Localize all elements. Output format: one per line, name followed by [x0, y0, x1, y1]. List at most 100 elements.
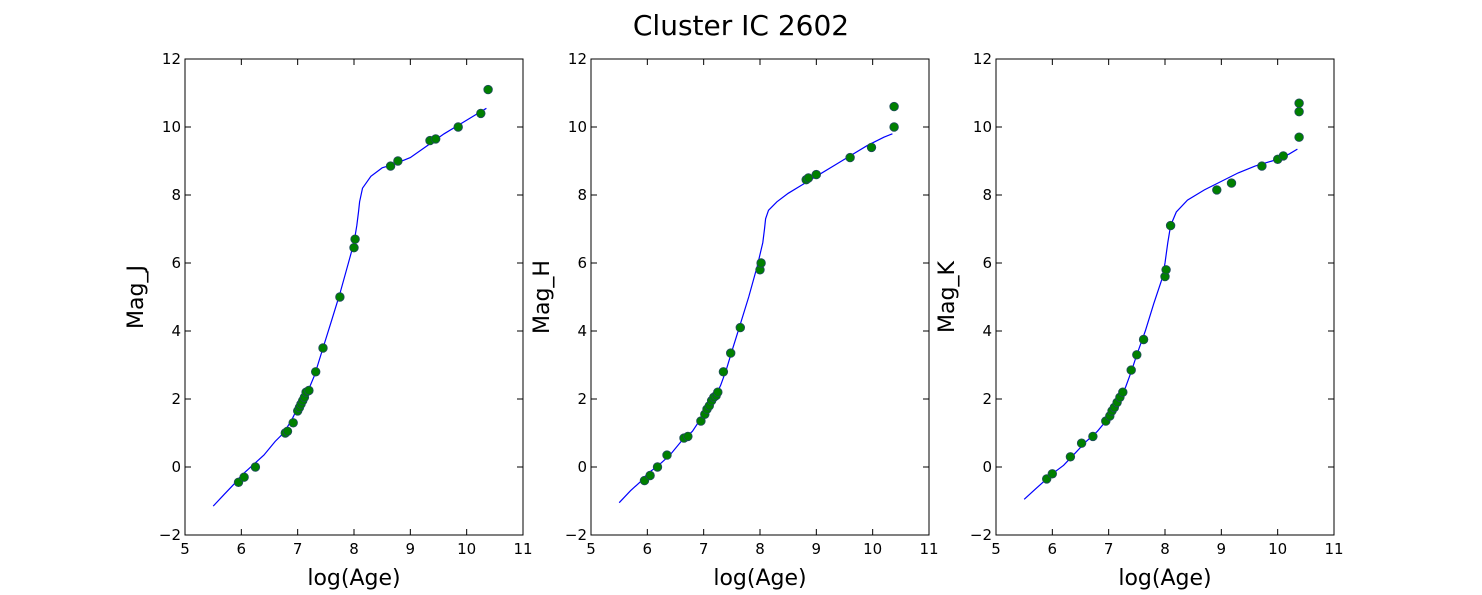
- data-point: [1212, 185, 1222, 195]
- data-point: [1126, 365, 1136, 375]
- x-tick-label: 11: [1324, 540, 1343, 558]
- data-point: [652, 462, 663, 472]
- x-tick-label: 7: [1104, 540, 1114, 558]
- y-tick-label: −2: [159, 526, 181, 544]
- data-point: [1257, 161, 1267, 171]
- data-point: [713, 387, 723, 397]
- y-tick-label: 2: [982, 390, 992, 408]
- y-tick-label: 8: [171, 186, 181, 204]
- data-point: [726, 348, 736, 358]
- data-point: [1047, 469, 1058, 479]
- x-axis-label: log(Age): [307, 566, 400, 591]
- data-point: [889, 122, 899, 132]
- data-point: [239, 472, 249, 482]
- x-tick-label: 5: [180, 540, 190, 558]
- data-point: [349, 242, 359, 253]
- x-tick-label: 10: [863, 540, 882, 558]
- y-tick-label: 2: [577, 390, 587, 408]
- data-point: [311, 367, 321, 377]
- data-point: [335, 292, 345, 302]
- y-tick-label: 10: [568, 118, 587, 136]
- y-tick-label: 0: [982, 458, 992, 476]
- data-point: [1138, 334, 1149, 345]
- x-tick-label: 8: [755, 540, 765, 558]
- data-point: [1294, 132, 1304, 142]
- x-tick-label: 6: [1048, 540, 1058, 558]
- y-tick-label: 12: [973, 50, 992, 68]
- data-point: [662, 450, 672, 460]
- subplots: 5 6 7 8 9 10 11 −2 0 2 4 6 8 10 12 log(Age) Mag_J 5 6 7 8 9 10…: [124, 50, 1344, 591]
- data-point: [718, 367, 729, 377]
- y-tick-label: 10: [162, 118, 181, 136]
- y-axis-label: Mag_J: [124, 265, 149, 329]
- y-tick-label: 4: [982, 322, 992, 340]
- data-point: [735, 322, 746, 333]
- data-point: [866, 142, 877, 153]
- x-tick-label: 7: [293, 540, 303, 558]
- y-tick-label: 0: [577, 458, 587, 476]
- data-point: [318, 343, 328, 353]
- x-tick-label: 9: [406, 540, 416, 558]
- y-tick-label: 10: [973, 118, 992, 136]
- data-point: [476, 108, 486, 119]
- x-tick-label: 6: [237, 540, 247, 558]
- x-tick-label: 7: [699, 540, 709, 558]
- data-point: [1132, 350, 1142, 360]
- x-tick-label: 6: [643, 540, 653, 558]
- data-point: [889, 101, 899, 112]
- y-tick-label: −2: [565, 526, 587, 544]
- data-point: [1278, 151, 1289, 161]
- subplot-3: 5 6 7 8 9 10 11 −2 0 2 4 6 8 10 12 log(Age) Mag_K: [935, 50, 1344, 591]
- x-tick-label: 8: [349, 540, 359, 558]
- data-point: [1294, 106, 1304, 117]
- data-point: [803, 173, 814, 183]
- subplot-2: 5 6 7 8 9 10 11 −2 0 2 4 6 8 10 12 log(Age) Mag_H: [530, 50, 939, 591]
- subplot-1: 5 6 7 8 9 10 11 −2 0 2 4 6 8 10 12 log(Age) Mag_J: [124, 50, 533, 591]
- data-point: [811, 169, 822, 180]
- y-tick-label: 4: [171, 322, 181, 340]
- data-point: [1294, 98, 1304, 108]
- data-point: [250, 462, 261, 472]
- x-tick-label: 5: [586, 540, 596, 558]
- data-point: [756, 258, 766, 268]
- data-point: [645, 470, 655, 481]
- x-tick-label: 11: [513, 540, 532, 558]
- data-point: [1065, 452, 1076, 462]
- y-tick-label: 8: [577, 186, 587, 204]
- data-point: [288, 418, 298, 428]
- plot-frame: [590, 58, 930, 536]
- y-tick-label: 0: [171, 458, 181, 476]
- data-point: [385, 161, 396, 171]
- x-tick-label: 10: [457, 540, 476, 558]
- data-point: [393, 156, 403, 166]
- x-tick-label: 8: [1160, 540, 1170, 558]
- x-tick-label: 9: [1217, 540, 1227, 558]
- x-tick-label: 5: [991, 540, 1001, 558]
- data-point: [282, 426, 293, 437]
- x-tick-label: 10: [1268, 540, 1287, 558]
- data-point: [431, 134, 441, 144]
- y-axis-label: Mag_H: [530, 260, 555, 334]
- data-point: [845, 152, 855, 163]
- y-tick-label: 6: [577, 254, 587, 272]
- y-axis-label: Mag_K: [935, 261, 960, 333]
- y-tick-label: 6: [982, 254, 992, 272]
- y-tick-label: 6: [171, 254, 181, 272]
- data-point: [1226, 178, 1237, 188]
- data-point: [1165, 220, 1176, 231]
- plot-frame: [995, 58, 1335, 536]
- y-tick-label: 4: [577, 322, 587, 340]
- y-tick-label: 8: [982, 186, 992, 204]
- x-axis-label: log(Age): [713, 566, 806, 591]
- data-point: [350, 234, 360, 244]
- y-tick-label: 2: [171, 390, 181, 408]
- data-point: [304, 385, 314, 396]
- y-tick-label: −2: [970, 526, 992, 544]
- data-point: [1076, 438, 1087, 448]
- y-tick-label: 12: [162, 50, 181, 68]
- data-point: [1118, 387, 1128, 397]
- figure-title: Cluster IC 2602: [633, 9, 849, 42]
- x-tick-label: 9: [812, 540, 822, 558]
- data-point: [483, 84, 493, 95]
